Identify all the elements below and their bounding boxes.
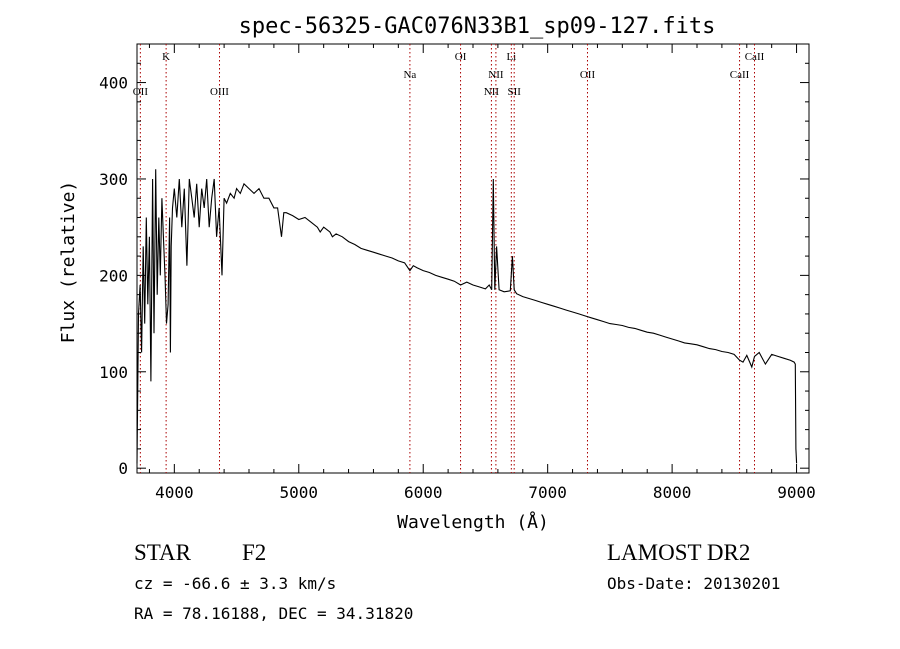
line-marker-label: CaII — [730, 69, 750, 81]
x-tick-label: 6000 — [404, 483, 443, 502]
line-marker-label: NII — [488, 69, 504, 81]
coordinates-label: RA = 78.16188, DEC = 34.31820 — [134, 604, 414, 623]
redshift-label: cz = -66.6 ± 3.3 km/s — [134, 574, 337, 593]
x-tick-label: 5000 — [280, 483, 319, 502]
axis-ticks: 4000 5000 6000 7000 8000 9000 0 100 200 300 400 — [99, 44, 816, 502]
line-marker-label: OI — [455, 51, 467, 63]
line-marker-label: OII — [580, 69, 596, 81]
spectrum-series-line — [136, 169, 798, 464]
line-marker-label: OIII — [210, 86, 229, 98]
obs-date-label: Obs-Date: 20130201 — [607, 574, 781, 593]
y-tick-label: 300 — [99, 170, 128, 189]
y-tick-label: 0 — [118, 459, 128, 478]
survey-label: LAMOST DR2 — [607, 540, 751, 565]
line-marker-label: Li — [506, 51, 516, 63]
line-marker-label: NII — [484, 86, 500, 98]
y-tick-label: 400 — [99, 74, 128, 93]
line-marker-label: CaII — [745, 51, 765, 63]
plot-frame — [136, 43, 810, 474]
line-marker-label: SII — [507, 86, 521, 98]
x-tick-label: 4000 — [155, 483, 194, 502]
y-tick-label: 100 — [99, 363, 128, 382]
x-tick-label: 7000 — [528, 483, 567, 502]
object-subclass-label: F2 — [242, 540, 267, 565]
x-tick-label: 9000 — [777, 483, 816, 502]
y-axis-label: Flux (relative) — [58, 181, 79, 344]
y-tick-label: 200 — [99, 266, 128, 285]
chart-title: spec-56325-GAC076N33B1_sp09-127.fits — [239, 14, 716, 39]
line-marker-label: Na — [403, 69, 416, 81]
x-axis-label: Wavelength (Å) — [397, 511, 549, 533]
line-marker-label: OII — [133, 86, 149, 98]
line-marker-label: K — [162, 51, 170, 63]
object-class-label: STAR — [134, 540, 191, 565]
x-tick-label: 8000 — [653, 483, 692, 502]
